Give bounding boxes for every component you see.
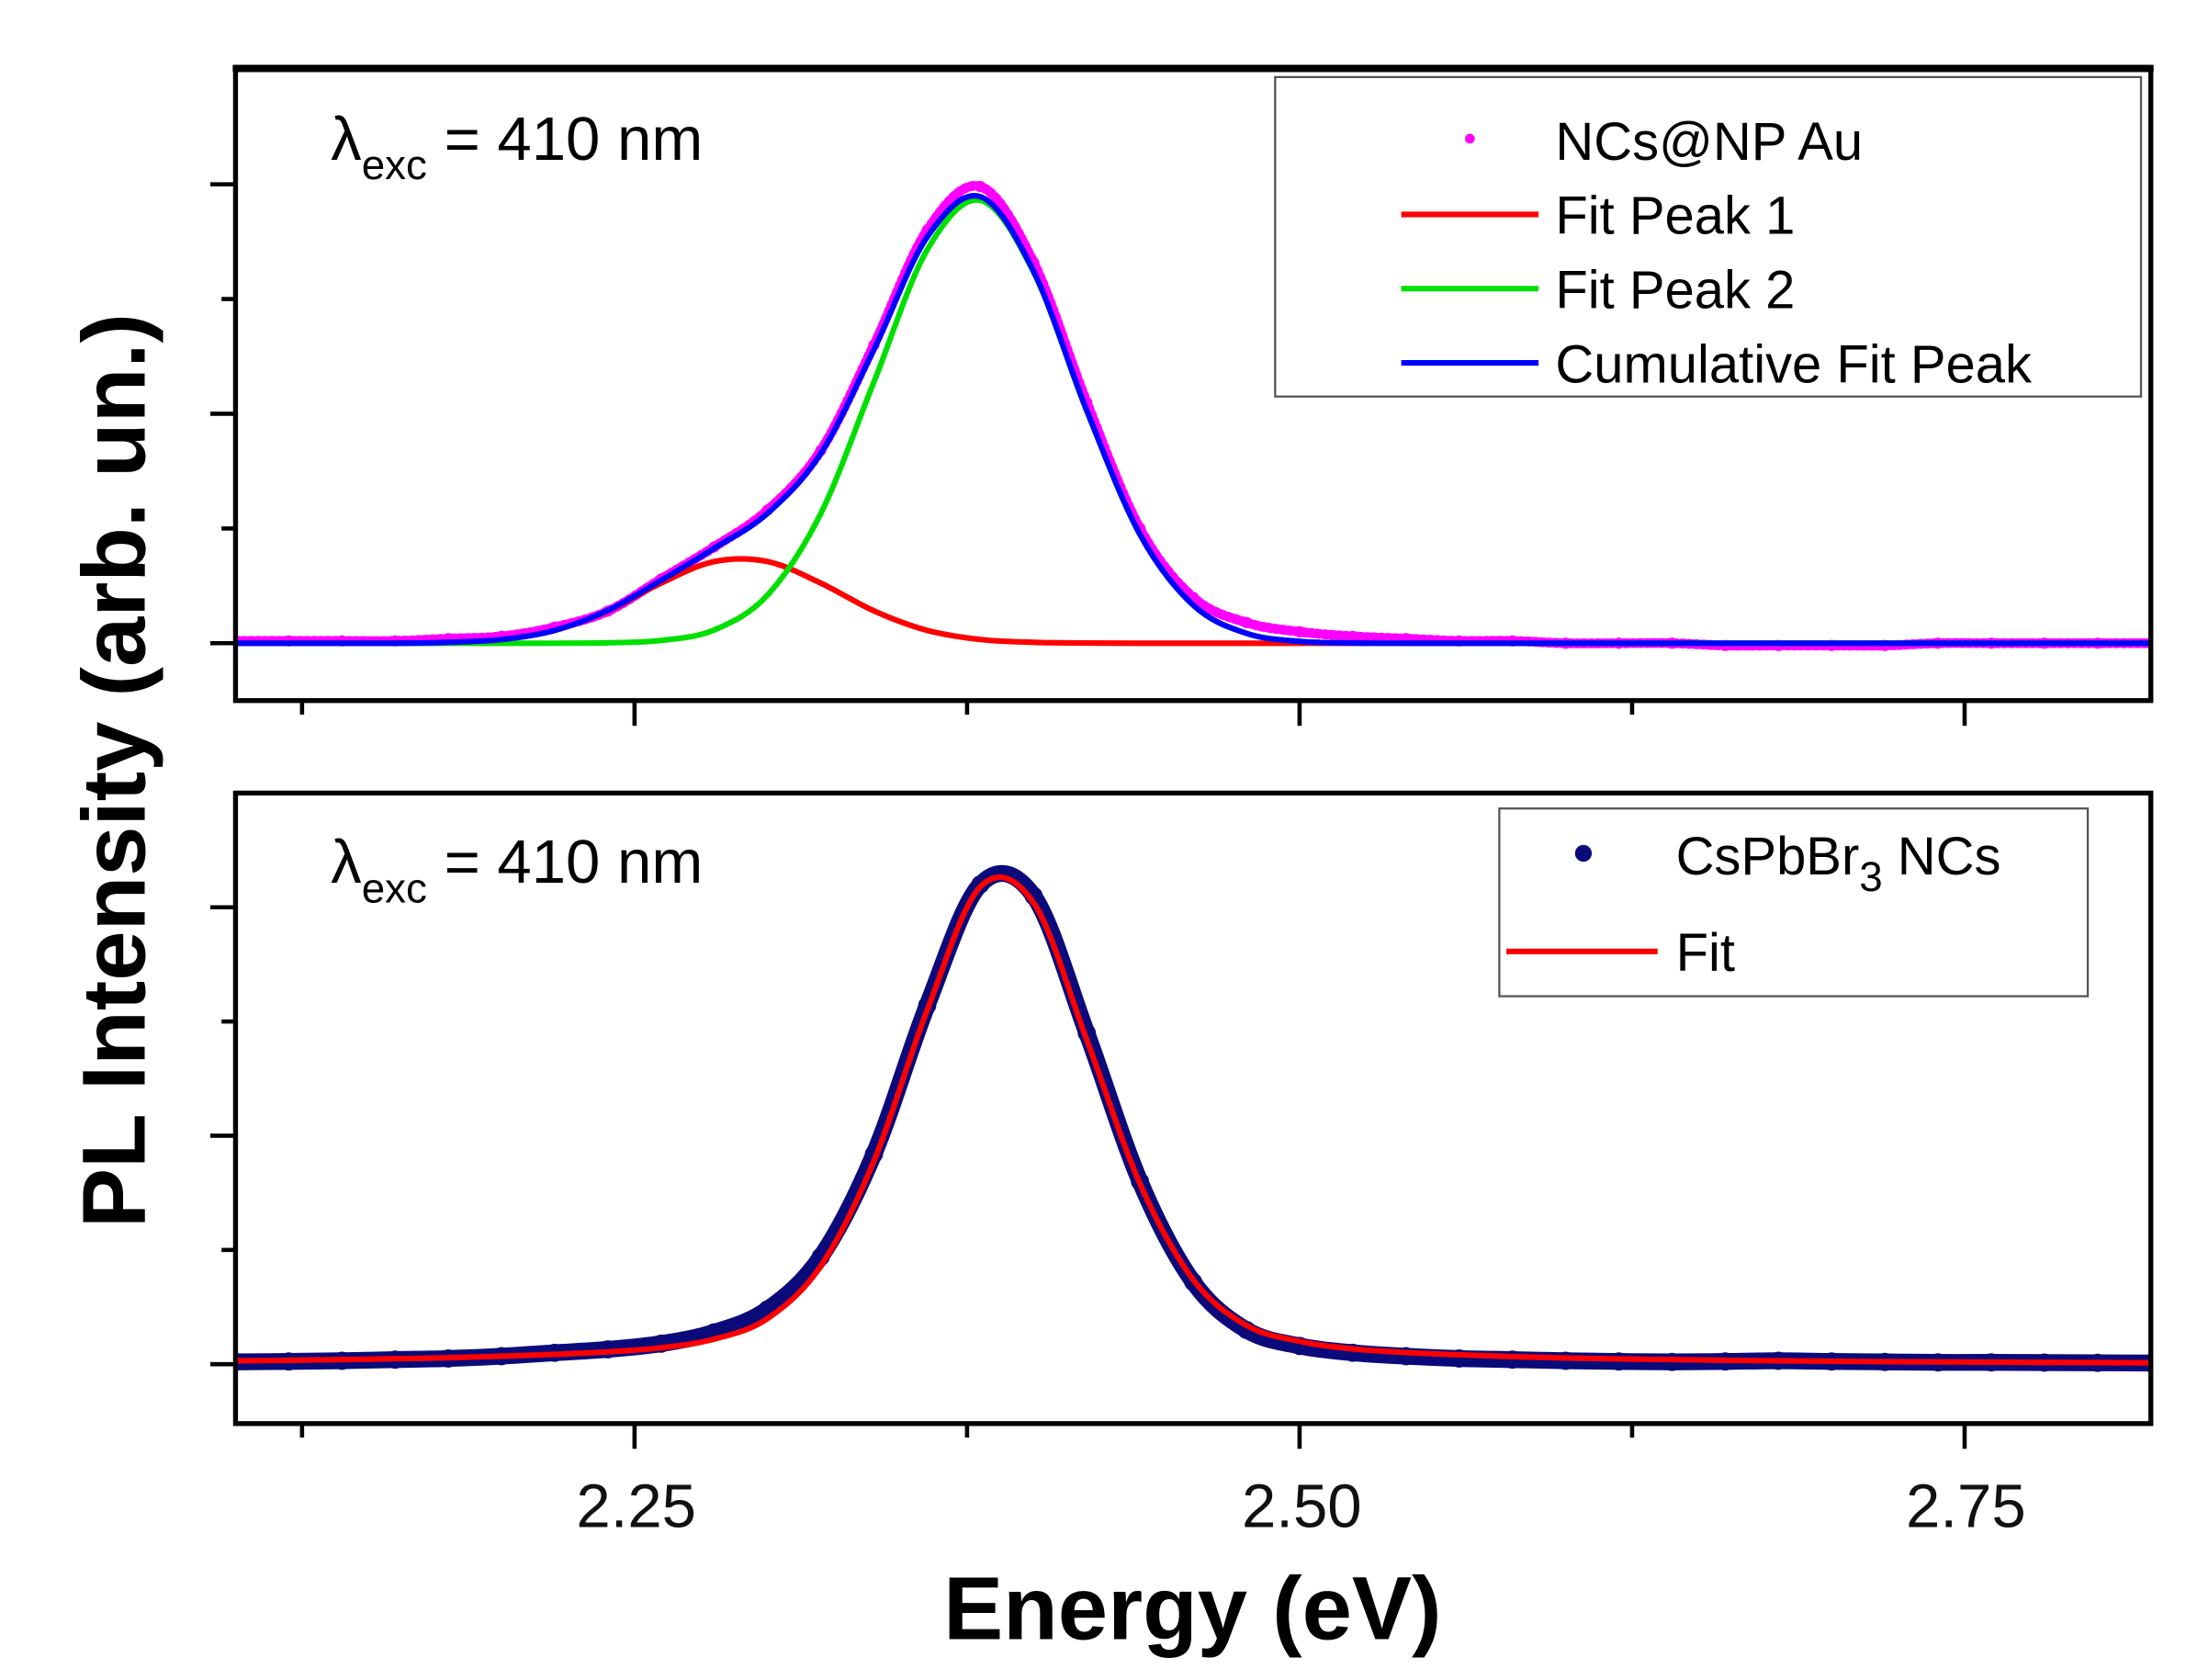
legend-cspbbr-text: CsPbBr [1676,828,1860,886]
top-panel: λexc = 410 nm NCs@NP Au Fit Peak 1 Fit P… [209,64,2154,727]
bottom-legend: CsPbBr3 NCs Fit [1498,807,2090,998]
lambda-symbol: λ [331,105,362,174]
top-excitation-annotation: λexc = 410 nm [331,105,703,188]
series-group [235,180,2151,651]
legend-label-fit: Fit [1676,924,1735,983]
legend-label-ncs-np-au: NCs@NP Au [1555,113,1863,172]
bottom-excitation-annotation: λexc = 410 nm [331,828,703,911]
data-point-ncs-np-au [1240,616,1253,628]
bottom-legend-box [1498,807,2090,998]
legend-label-fit-peak-2: Fit Peak 2 [1555,262,1795,321]
bottom-plot-marks [235,864,2151,1372]
legend-ncs-text: NCs [1883,828,2001,886]
legend-subscript-3: 3 [1859,853,1882,900]
x-tick-label: 2.25 [576,1472,696,1541]
wavelength-value: = 410 nm [427,828,703,896]
legend-label-cumulative-fit: Cumulative Fit Peak [1555,335,2033,394]
data-point-ncs-np-au [1347,630,1358,642]
top-legend: NCs@NP Au Fit Peak 1 Fit Peak 2 Cumulati… [1274,75,2143,398]
legend-label-cspbbr3: CsPbBr3 NCs [1676,828,2001,900]
data-point-ncs-np-au [1293,626,1306,637]
data-point-ncs-np-au [975,181,986,193]
legend-marker-ncs-np-au [1465,133,1475,144]
series-cumulative-fit-peak-line [235,193,2151,647]
bottom-axis-ticks [209,905,1967,1449]
top-legend-box [1274,75,2143,398]
legend-label-fit-peak-1: Fit Peak 1 [1555,187,1795,246]
series-group [235,864,2151,1372]
bottom-panel: λexc = 410 nm CsPbBr3 NCs Fit 2.25 2.50 … [209,790,2154,1541]
bottom-plot-frame [232,790,2154,1426]
exc-subscript: exc [362,864,427,911]
lambda-symbol: λ [331,828,362,896]
legend-marker-cspbbr3 [1574,844,1593,863]
wavelength-value: = 410 nm [427,105,703,174]
x-axis-label: Energy (eV) [943,1559,1441,1659]
top-plot-marks [235,180,2151,651]
x-tick-label: 2.75 [1906,1472,2026,1541]
exc-subscript: exc [362,141,427,188]
y-axis-label: PL Intensity (arb. un.) [63,313,163,1228]
x-tick-label: 2.50 [1242,1472,1362,1541]
top-axis-ticks [209,182,1967,727]
series-fit-line [235,874,2151,1366]
x-tick-labels: 2.25 2.50 2.75 [576,1472,2025,1541]
data-point-cspbbr3-ncs [1503,1350,1522,1370]
